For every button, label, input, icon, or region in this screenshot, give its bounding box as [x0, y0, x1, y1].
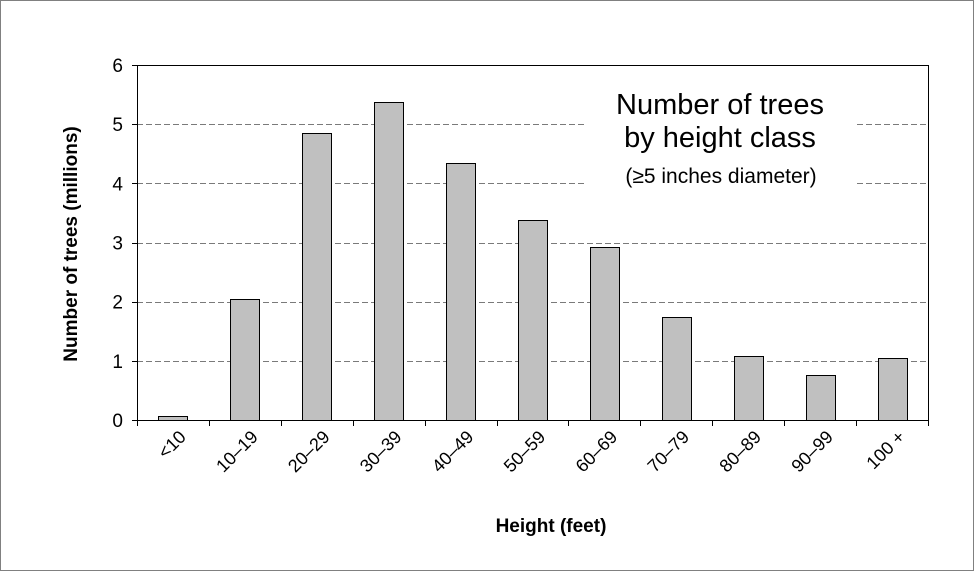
annotation-line-3: (≥5 inches diameter) — [625, 165, 816, 188]
x-tick-label: 20–29 — [284, 427, 334, 477]
y-tick-label: 1 — [112, 352, 123, 373]
x-tick-label: 50–59 — [500, 427, 550, 477]
x-tick-labels: <10 10–19 20–29 30–39 40–49 50–59 60–69 70–79 80… — [154, 427, 909, 477]
axes — [132, 65, 929, 426]
bar — [518, 220, 548, 421]
plot-area-border — [137, 65, 929, 421]
y-tick-labels: 0 1 2 3 4 5 6 — [112, 56, 123, 432]
x-tick-label: 30–39 — [356, 427, 406, 477]
x-tick-label: 10–19 — [212, 427, 262, 477]
y-tick-label: 3 — [112, 234, 123, 255]
x-tick-label: 40–49 — [428, 427, 478, 477]
x-tick-label: 80–89 — [715, 427, 765, 477]
x-tick-label: 70–79 — [644, 427, 694, 477]
y-tick-label: 0 — [112, 411, 123, 432]
bars — [158, 102, 908, 421]
bar — [734, 356, 764, 421]
bar — [662, 317, 692, 421]
x-tick-label: <10 — [154, 427, 190, 463]
bar — [806, 375, 836, 421]
bar — [446, 163, 476, 421]
bar — [374, 102, 404, 421]
annotation-background — [586, 83, 854, 199]
x-tick-label: 60–69 — [572, 427, 622, 477]
bar — [302, 133, 332, 421]
y-tick-label: 6 — [112, 56, 123, 77]
bar — [230, 299, 260, 421]
y-tick-label: 4 — [112, 174, 123, 195]
x-tick-label: 100 + — [862, 427, 908, 473]
y-tick-label: 2 — [112, 293, 123, 314]
annotation-line-2: by height class — [624, 122, 816, 154]
bar — [878, 358, 908, 421]
y-tick-label: 5 — [112, 115, 123, 136]
annotation-line-1: Number of trees — [616, 89, 824, 121]
chart-annotation: Number of trees by height class (≥5 inch… — [586, 83, 854, 199]
y-axis-title: Number of trees (millions) — [61, 126, 82, 361]
x-tick-label: 90–99 — [787, 427, 837, 477]
bar — [158, 416, 188, 421]
bar — [590, 247, 620, 421]
x-axis-title: Height (feet) — [496, 516, 607, 537]
